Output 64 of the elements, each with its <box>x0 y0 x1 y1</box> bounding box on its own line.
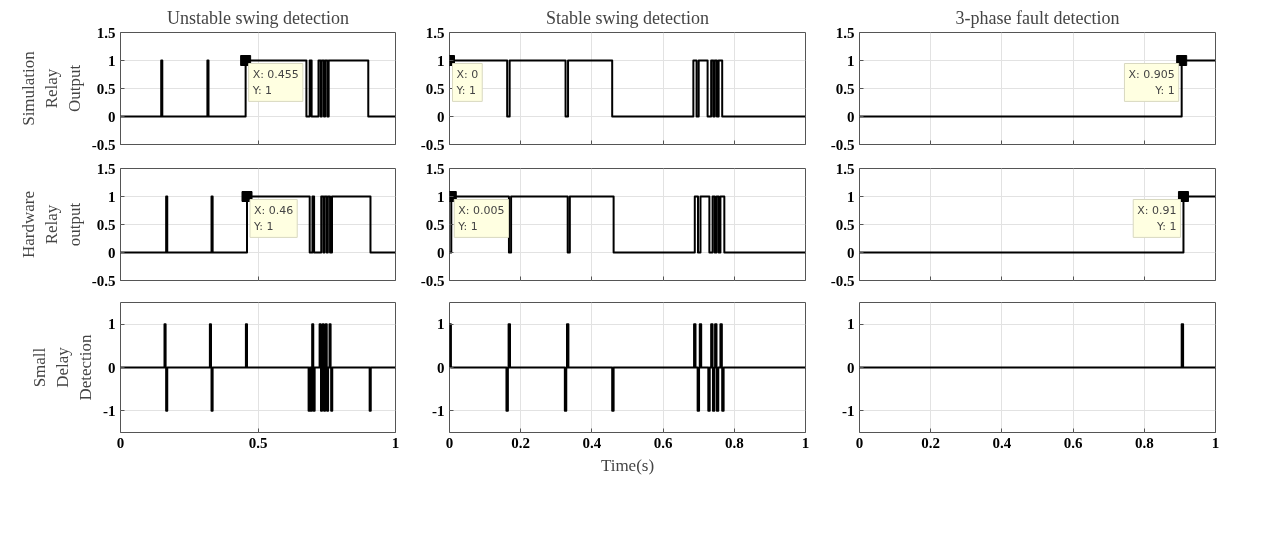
y-tick-label: 1.5 <box>425 24 445 41</box>
y-tick-label: 0 <box>847 108 855 125</box>
annotation: X: 0.455 Y: 1 <box>251 67 299 98</box>
x-tick-label: 0.8 <box>1134 434 1154 451</box>
x-tick-label: 1 <box>801 434 810 451</box>
x-tick-label: 0.2 <box>511 434 531 451</box>
y-axis-title: Hardware Relay output <box>19 190 84 259</box>
y-tick-label: -1 <box>432 402 445 419</box>
y-tick-label: 0 <box>108 108 116 125</box>
x-tick-label: 0.6 <box>1063 434 1083 451</box>
y-tick-label: 1 <box>847 316 855 333</box>
y-tick-label: 1 <box>108 188 116 205</box>
x-tick-label: 0.5 <box>248 434 268 451</box>
x-tick-label: 0.4 <box>992 434 1012 451</box>
y-tick-label: 0 <box>108 244 116 261</box>
annotation: X: 0.005 Y: 1 <box>457 203 505 234</box>
y-tick-label: -0.5 <box>420 272 445 289</box>
y-tick-label: 0.5 <box>425 80 445 97</box>
x-tick-label: 0.6 <box>653 434 673 451</box>
y-tick-label: 0 <box>437 359 445 376</box>
x-axis-title: Time(s) <box>600 455 655 475</box>
y-tick-label: 0.5 <box>835 80 855 97</box>
y-tick-label: -0.5 <box>830 272 855 289</box>
y-tick-label: 1 <box>437 188 445 205</box>
y-tick-label: 1 <box>108 52 116 69</box>
y-tick-label: 0 <box>437 244 445 261</box>
y-tick-label: -0.5 <box>91 136 116 153</box>
x-tick-label: 0.4 <box>582 434 602 451</box>
y-tick-label: 1 <box>847 52 855 69</box>
y-tick-label: 0.5 <box>835 216 855 233</box>
y-tick-label: 0 <box>847 244 855 261</box>
y-tick-label: -0.5 <box>420 136 445 153</box>
y-tick-label: 1.5 <box>835 160 855 177</box>
y-tick-label: 1.5 <box>835 24 855 41</box>
x-tick-label: 0.2 <box>921 434 941 451</box>
y-tick-label: -1 <box>842 402 855 419</box>
chart-title: Stable swing detection <box>546 7 709 28</box>
annotation: X: 0.46 Y: 1 <box>253 203 294 234</box>
annotation: X: 0 Y: 1 <box>455 67 479 98</box>
chart-title: Unstable swing detection <box>167 7 349 28</box>
y-axis-title: Simulation Relay Output <box>19 50 84 126</box>
y-tick-label: 1 <box>108 316 116 333</box>
y-tick-label: 1.5 <box>425 160 445 177</box>
y-tick-label: 0.5 <box>96 80 116 97</box>
x-tick-label: 1 <box>1211 434 1220 451</box>
y-tick-label: 0 <box>108 359 116 376</box>
y-tick-label: 0 <box>437 108 445 125</box>
y-tick-label: 1.5 <box>96 160 116 177</box>
x-tick-label: 0.8 <box>724 434 744 451</box>
chart-title: 3-phase fault detection <box>955 7 1120 28</box>
y-tick-label: 0.5 <box>96 216 116 233</box>
y-axis-title: Small Delay Detection <box>30 333 95 401</box>
y-tick-label: -0.5 <box>91 272 116 289</box>
annotation: X: 0.91 Y: 1 <box>1137 203 1177 234</box>
y-tick-label: 1 <box>437 316 445 333</box>
y-tick-label: 1 <box>437 52 445 69</box>
y-tick-label: -1 <box>103 402 116 419</box>
y-tick-label: 0 <box>847 359 855 376</box>
annotation: X: 0.905 Y: 1 <box>1128 67 1175 98</box>
x-tick-label: 1 <box>391 434 400 451</box>
y-tick-label: -0.5 <box>830 136 855 153</box>
y-tick-label: 0.5 <box>425 216 445 233</box>
y-tick-label: 1.5 <box>96 24 116 41</box>
y-tick-label: 1 <box>847 188 855 205</box>
